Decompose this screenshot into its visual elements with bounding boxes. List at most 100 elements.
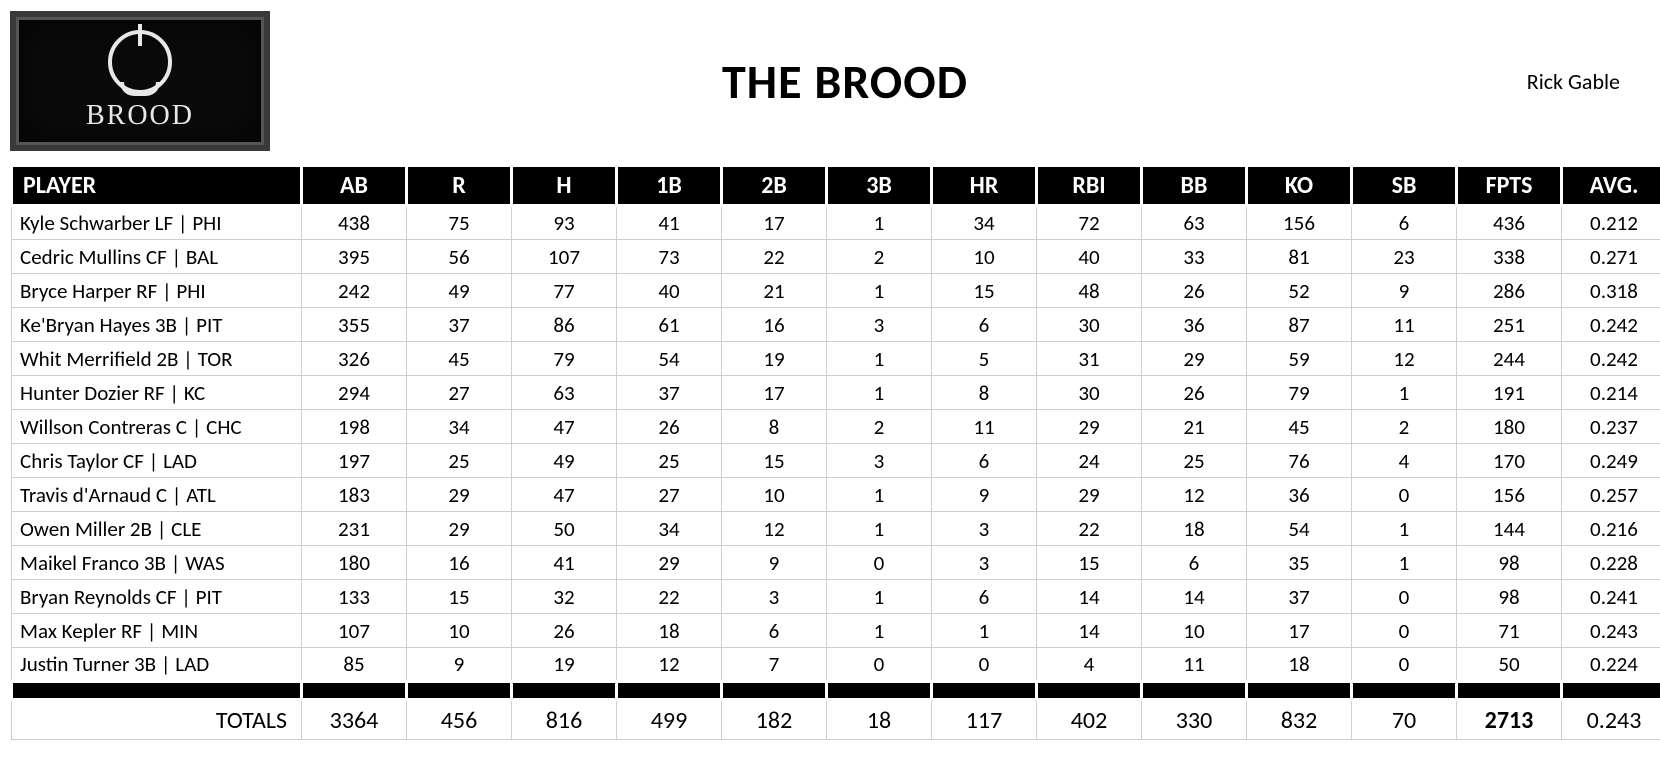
totals-bb: 330 xyxy=(1142,700,1247,740)
cell-sb: 12 xyxy=(1352,342,1457,376)
table-row: Willson Contreras C | CHC198344726821129… xyxy=(12,410,1660,444)
cell-h: 26 xyxy=(512,614,617,648)
cell-b3: 3 xyxy=(827,444,932,478)
cell-sb: 1 xyxy=(1352,512,1457,546)
cell-ko: 81 xyxy=(1247,240,1352,274)
cell-ab: 197 xyxy=(302,444,407,478)
player-cell: Willson Contreras C | CHC xyxy=(12,410,302,444)
cell-h: 93 xyxy=(512,206,617,240)
cell-bb: 33 xyxy=(1142,240,1247,274)
cell-fpts: 71 xyxy=(1457,614,1562,648)
cell-b1: 26 xyxy=(617,410,722,444)
separator-cell xyxy=(1037,682,1142,700)
separator-cell xyxy=(932,682,1037,700)
player-cell: Maikel Franco 3B | WAS xyxy=(12,546,302,580)
totals-fpts: 2713 xyxy=(1457,700,1562,740)
cell-b2: 9 xyxy=(722,546,827,580)
cell-hr: 5 xyxy=(932,342,1037,376)
cell-fpts: 144 xyxy=(1457,512,1562,546)
player-cell: Chris Taylor CF | LAD xyxy=(12,444,302,478)
separator-cell xyxy=(827,682,932,700)
cell-sb: 11 xyxy=(1352,308,1457,342)
cell-fpts: 338 xyxy=(1457,240,1562,274)
header-row-cells: PLAYER AB R H 1B 2B 3B HR RBI BB KO SB F… xyxy=(12,166,1660,206)
cell-avg: 0.212 xyxy=(1562,206,1660,240)
totals-rbi: 402 xyxy=(1037,700,1142,740)
cell-h: 77 xyxy=(512,274,617,308)
cell-bb: 26 xyxy=(1142,376,1247,410)
cell-rbi: 4 xyxy=(1037,648,1142,682)
cell-bb: 63 xyxy=(1142,206,1247,240)
table-row: Max Kepler RF | MIN107102618611141017071… xyxy=(12,614,1660,648)
cell-rbi: 72 xyxy=(1037,206,1142,240)
cell-ko: 87 xyxy=(1247,308,1352,342)
table-row: Bryan Reynolds CF | PIT13315322231614143… xyxy=(12,580,1660,614)
cell-ko: 76 xyxy=(1247,444,1352,478)
cell-b1: 18 xyxy=(617,614,722,648)
separator-cell xyxy=(1457,682,1562,700)
header-row: BROOD THE BROOD Rick Gable xyxy=(10,6,1650,156)
col-sb: SB xyxy=(1352,166,1457,206)
cell-b2: 17 xyxy=(722,206,827,240)
cell-avg: 0.237 xyxy=(1562,410,1660,444)
table-row: Chris Taylor CF | LAD1972549251536242576… xyxy=(12,444,1660,478)
cell-avg: 0.228 xyxy=(1562,546,1660,580)
cell-ko: 79 xyxy=(1247,376,1352,410)
cell-r: 37 xyxy=(407,308,512,342)
totals-h: 816 xyxy=(512,700,617,740)
cell-b1: 37 xyxy=(617,376,722,410)
cell-bb: 14 xyxy=(1142,580,1247,614)
cell-b1: 12 xyxy=(617,648,722,682)
cell-h: 107 xyxy=(512,240,617,274)
owner-name: Rick Gable xyxy=(1420,68,1650,95)
cell-hr: 11 xyxy=(932,410,1037,444)
cell-h: 50 xyxy=(512,512,617,546)
page: BROOD THE BROOD Rick Gable PLAYER AB R H… xyxy=(0,0,1660,770)
separator-cell xyxy=(407,682,512,700)
cell-b1: 22 xyxy=(617,580,722,614)
cell-fpts: 98 xyxy=(1457,546,1562,580)
cell-b2: 15 xyxy=(722,444,827,478)
cell-ko: 54 xyxy=(1247,512,1352,546)
col-ko: KO xyxy=(1247,166,1352,206)
cell-h: 32 xyxy=(512,580,617,614)
cell-avg: 0.242 xyxy=(1562,308,1660,342)
cell-sb: 4 xyxy=(1352,444,1457,478)
cell-rbi: 15 xyxy=(1037,546,1142,580)
table-row: Owen Miller 2B | CLE23129503412132218541… xyxy=(12,512,1660,546)
cell-hr: 0 xyxy=(932,648,1037,682)
table-row: Hunter Dozier RF | KC2942763371718302679… xyxy=(12,376,1660,410)
cell-rbi: 40 xyxy=(1037,240,1142,274)
separator-cell xyxy=(1142,682,1247,700)
cell-bb: 6 xyxy=(1142,546,1247,580)
totals-sb: 70 xyxy=(1352,700,1457,740)
totals-ko: 832 xyxy=(1247,700,1352,740)
player-cell: Whit Merrifield 2B | TOR xyxy=(12,342,302,376)
cell-ko: 17 xyxy=(1247,614,1352,648)
cell-fpts: 156 xyxy=(1457,478,1562,512)
cell-ab: 438 xyxy=(302,206,407,240)
cell-r: 25 xyxy=(407,444,512,478)
cell-hr: 6 xyxy=(932,308,1037,342)
cell-b1: 29 xyxy=(617,546,722,580)
player-cell: Owen Miller 2B | CLE xyxy=(12,512,302,546)
cell-fpts: 251 xyxy=(1457,308,1562,342)
player-cell: Bryce Harper RF | PHI xyxy=(12,274,302,308)
cell-rbi: 14 xyxy=(1037,614,1142,648)
cell-fpts: 286 xyxy=(1457,274,1562,308)
cell-avg: 0.318 xyxy=(1562,274,1660,308)
table-row: Kyle Schwarber LF | PHI43875934117134726… xyxy=(12,206,1660,240)
cell-rbi: 30 xyxy=(1037,308,1142,342)
player-cell: Cedric Mullins CF | BAL xyxy=(12,240,302,274)
cell-bb: 26 xyxy=(1142,274,1247,308)
cell-ab: 231 xyxy=(302,512,407,546)
cell-r: 29 xyxy=(407,512,512,546)
totals-b3: 18 xyxy=(827,700,932,740)
separator-cell xyxy=(1247,682,1352,700)
separator-cell xyxy=(12,682,302,700)
cell-ko: 36 xyxy=(1247,478,1352,512)
cell-ab: 133 xyxy=(302,580,407,614)
cell-b1: 34 xyxy=(617,512,722,546)
cell-avg: 0.214 xyxy=(1562,376,1660,410)
cell-h: 79 xyxy=(512,342,617,376)
